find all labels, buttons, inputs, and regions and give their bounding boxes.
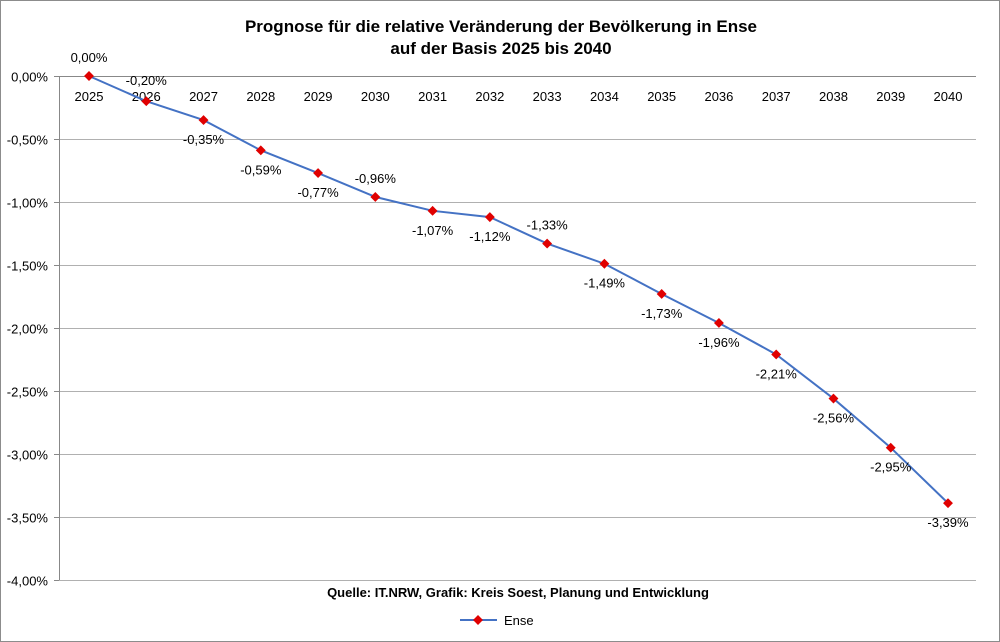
legend-marker xyxy=(473,615,483,625)
data-label: -0,35% xyxy=(183,132,225,147)
x-tick-label: 2034 xyxy=(590,89,619,104)
x-tick-label: 2032 xyxy=(475,89,504,104)
series-line xyxy=(88,75,949,504)
data-point xyxy=(828,393,839,404)
data-point xyxy=(198,115,209,126)
source-note: Quelle: IT.NRW, Grafik: Kreis Soest, Pla… xyxy=(327,585,709,600)
y-tick-label: -3,00% xyxy=(7,448,49,463)
data-label: -2,56% xyxy=(813,411,855,426)
series-ense xyxy=(84,71,953,509)
y-tick-label: -3,50% xyxy=(7,511,49,526)
y-tick-label: -1,50% xyxy=(7,259,49,274)
data-label: -1,49% xyxy=(584,276,626,291)
x-tick-label: 2028 xyxy=(246,89,275,104)
y-tick-label: 0,00% xyxy=(11,70,48,85)
data-label: -1,73% xyxy=(641,306,683,321)
data-label: -1,07% xyxy=(412,223,454,238)
x-tick-label: 2036 xyxy=(704,89,733,104)
data-point xyxy=(885,442,896,453)
x-tick-label: 2038 xyxy=(819,89,848,104)
x-tick-label: 2033 xyxy=(533,89,562,104)
x-tick-label: 2029 xyxy=(304,89,333,104)
x-tick-label: 2040 xyxy=(934,89,963,104)
data-point xyxy=(255,145,266,156)
x-tick-label: 2027 xyxy=(189,89,218,104)
y-tick-label: -2,00% xyxy=(7,322,49,337)
data-point xyxy=(141,96,152,107)
data-label: -2,21% xyxy=(756,366,798,381)
data-point xyxy=(771,349,782,360)
data-label: -3,39% xyxy=(927,515,969,530)
data-label: 0,00% xyxy=(71,50,108,65)
y-tick-label: -0,50% xyxy=(7,133,49,148)
chart-subtitle: auf der Basis 2025 bis 2040 xyxy=(390,39,611,58)
data-point xyxy=(370,192,381,202)
data-label: -2,95% xyxy=(870,460,912,475)
gridlines xyxy=(59,139,976,581)
data-point xyxy=(542,238,553,249)
y-tick-label: -1,00% xyxy=(7,196,49,211)
data-point xyxy=(713,318,724,328)
data-label: -1,96% xyxy=(698,335,740,350)
legend-label: Ense xyxy=(504,613,534,628)
y-tick-label: -2,50% xyxy=(7,385,49,400)
x-tick-label: 2030 xyxy=(361,89,390,104)
data-point xyxy=(599,258,610,269)
data-point xyxy=(943,498,953,509)
data-point xyxy=(313,168,324,178)
x-tick-label: 2037 xyxy=(762,89,791,104)
data-point xyxy=(84,71,94,81)
x-tick-label: 2025 xyxy=(75,89,104,104)
data-label: -0,20% xyxy=(126,73,168,88)
legend: Ense xyxy=(460,613,534,628)
x-axis: 2025202620272028202920302031203220332034… xyxy=(59,76,976,104)
data-labels: 0,00% -0,20% -0,35% -0,59% -0,77% -0,96% -1,07… xyxy=(71,50,969,530)
data-point xyxy=(427,205,438,216)
data-label: -0,77% xyxy=(297,185,339,200)
x-tick-label: 2039 xyxy=(876,89,905,104)
data-point xyxy=(484,212,495,223)
x-tick-label: 2035 xyxy=(647,89,676,104)
y-axis: 0,00% -0,50% -1,00% -1,50% -2,00% -2,50% -3,00… xyxy=(7,70,60,589)
data-label: -1,12% xyxy=(469,229,511,244)
y-tick-label: -4,00% xyxy=(7,574,49,589)
chart-title: Prognose für die relative Veränderung de… xyxy=(245,17,757,36)
x-tick-label: 2031 xyxy=(418,89,447,104)
data-label: -1,33% xyxy=(527,218,569,233)
data-point xyxy=(656,289,667,299)
data-label: -0,59% xyxy=(240,162,282,177)
data-label: -0,96% xyxy=(355,171,397,186)
